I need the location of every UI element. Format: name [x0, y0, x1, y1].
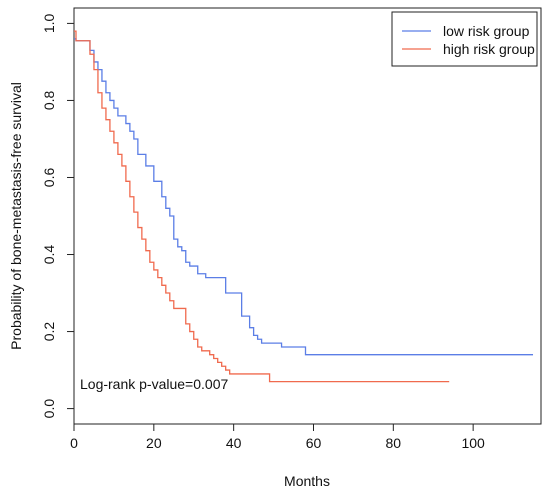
plot-frame: [73, 7, 542, 425]
x-tick-label: 100: [461, 435, 485, 451]
y-tick-label: 0.2: [41, 322, 57, 342]
y-tick-label: 0.4: [41, 245, 57, 265]
y-tick-label: 0.8: [41, 91, 57, 111]
y-tick-label: 1.0: [41, 13, 57, 33]
legend-label-low-risk: low risk group: [443, 23, 530, 39]
x-tick-label: 60: [306, 435, 322, 451]
legend-box: [391, 11, 538, 67]
x-tick-label: 40: [226, 435, 242, 451]
x-tick-label: 0: [70, 435, 78, 451]
y-axis: 0.0 0.2 0.4 0.6 0.8 1.0: [41, 13, 74, 418]
x-tick-label: 80: [386, 435, 402, 451]
y-tick-label: 0.6: [41, 168, 57, 188]
series-layer: [74, 30, 534, 383]
x-tick-label: 20: [146, 435, 162, 451]
series-line-high-risk: [74, 30, 450, 383]
legend-label-high-risk: high risk group: [443, 41, 535, 57]
series-line-low-risk: [74, 38, 534, 356]
y-axis-title: Probability of bone-metastasis-free surv…: [8, 82, 24, 350]
annotation-logrank: Log-rank p-value=0.007: [80, 376, 228, 392]
x-axis: 0 20 40 60 80 100: [70, 424, 485, 451]
x-axis-title: Months: [284, 473, 330, 489]
y-tick-label: 0.0: [41, 399, 57, 419]
legend: low risk group high risk group: [391, 11, 538, 67]
